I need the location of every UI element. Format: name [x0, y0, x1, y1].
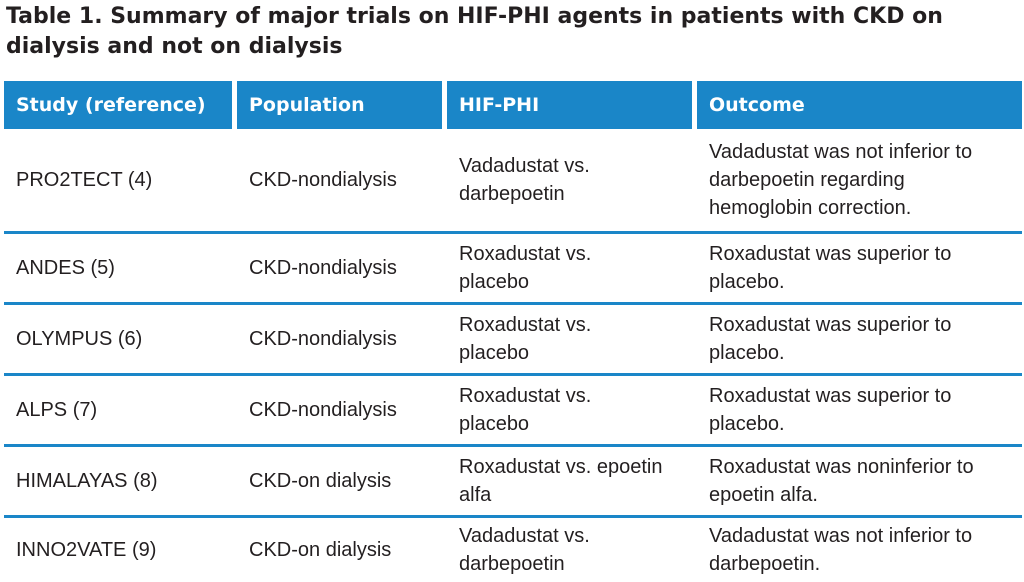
table-row: ANDES (5) CKD-nondialysis Roxadustat vs.…	[4, 231, 1022, 302]
cell-outcome: Roxadustat was superior to placebo.	[697, 231, 1022, 302]
table-header: Study (reference) Population HIF-PHI Out…	[4, 81, 1022, 129]
cell-hif-phi-text: Roxadustat vs. epoetin alfa	[459, 456, 663, 506]
cell-outcome: Roxadustat was noninferior to epoetin al…	[697, 444, 1022, 515]
cell-outcome-text: Roxadustat was superior to placebo.	[709, 314, 952, 364]
cell-study: HIMALAYAS (8)	[4, 444, 237, 515]
cell-outcome-text: Vadadustat was not inferior to darbepoet…	[709, 525, 973, 575]
cell-hif-phi-text: Vadadustat vs. darbepoetin	[459, 525, 590, 575]
cell-outcome-text: Roxadustat was noninferior to epoetin al…	[709, 456, 974, 506]
cell-hif-phi-text: Roxadustat vs. placebo	[459, 385, 592, 435]
table-title-line-2: dialysis and not on dialysis	[6, 34, 343, 59]
cell-outcome: Roxadustat was superior to placebo.	[697, 373, 1022, 444]
cell-population: CKD-nondialysis	[249, 169, 397, 191]
cell-outcome: Roxadustat was superior to placebo.	[697, 302, 1022, 373]
table-row: INNO2VATE (9) CKD-on dialysis Vadadustat…	[4, 515, 1022, 582]
cell-outcome: Vadadustat was not inferior to darbepoet…	[697, 515, 1022, 582]
cell-hif-phi-text: Roxadustat vs. placebo	[459, 314, 592, 364]
table-row: HIMALAYAS (8) CKD-on dialysis Roxadustat…	[4, 444, 1022, 515]
table-title: Table 1. Summary of major trials on HIF-…	[6, 2, 1016, 62]
header-hif-phi: HIF-PHI	[447, 81, 697, 129]
cell-population: CKD-on dialysis	[237, 444, 447, 515]
header-study: Study (reference)	[4, 81, 237, 129]
cell-population: CKD-nondialysis	[237, 373, 447, 444]
header-population: Population	[237, 81, 447, 129]
cell-study: OLYMPUS (6)	[4, 302, 237, 373]
header-outcome: Outcome	[697, 81, 1022, 129]
cell-study: ANDES (5)	[4, 231, 237, 302]
trials-table: Study (reference) Population HIF-PHI Out…	[4, 81, 1022, 582]
cell-hif-phi: Vadadustat vs. darbepoetin	[447, 129, 697, 231]
cell-outcome-text: Vadadustat was not inferior to darbepoet…	[709, 141, 973, 219]
cell-hif-phi-text: Vadadustat vs. darbepoetin	[459, 155, 590, 205]
cell-hif-phi: Roxadustat vs. placebo	[447, 231, 697, 302]
cell-study: PRO2TECT (4)	[16, 169, 153, 191]
cell-hif-phi: Roxadustat vs. epoetin alfa	[447, 444, 697, 515]
header-row: Study (reference) Population HIF-PHI Out…	[4, 81, 1022, 129]
cell-hif-phi: Roxadustat vs. placebo	[447, 373, 697, 444]
cell-population: CKD-nondialysis	[237, 302, 447, 373]
table-body: PRO2TECT (4) CKD-nondialysis Vadadustat …	[4, 129, 1022, 582]
cell-hif-phi: Vadadustat vs. darbepoetin	[447, 515, 697, 582]
cell-study: INNO2VATE (9)	[4, 515, 237, 582]
cell-hif-phi: Roxadustat vs. placebo	[447, 302, 697, 373]
cell-outcome-text: Roxadustat was superior to placebo.	[709, 385, 952, 435]
cell-outcome: Vadadustat was not inferior to darbepoet…	[697, 129, 1022, 231]
cell-study: ALPS (7)	[4, 373, 237, 444]
cell-outcome-text: Roxadustat was superior to placebo.	[709, 243, 952, 293]
cell-population: CKD-on dialysis	[237, 515, 447, 582]
table-row: OLYMPUS (6) CKD-nondialysis Roxadustat v…	[4, 302, 1022, 373]
trials-table-container: Study (reference) Population HIF-PHI Out…	[4, 81, 1022, 582]
cell-hif-phi-text: Roxadustat vs. placebo	[459, 243, 592, 293]
table-title-line-1: Table 1. Summary of major trials on HIF-…	[6, 4, 943, 29]
table-row: ALPS (7) CKD-nondialysis Roxadustat vs. …	[4, 373, 1022, 444]
cell-population: CKD-nondialysis	[237, 231, 447, 302]
table-row: PRO2TECT (4) CKD-nondialysis Vadadustat …	[4, 129, 1022, 231]
